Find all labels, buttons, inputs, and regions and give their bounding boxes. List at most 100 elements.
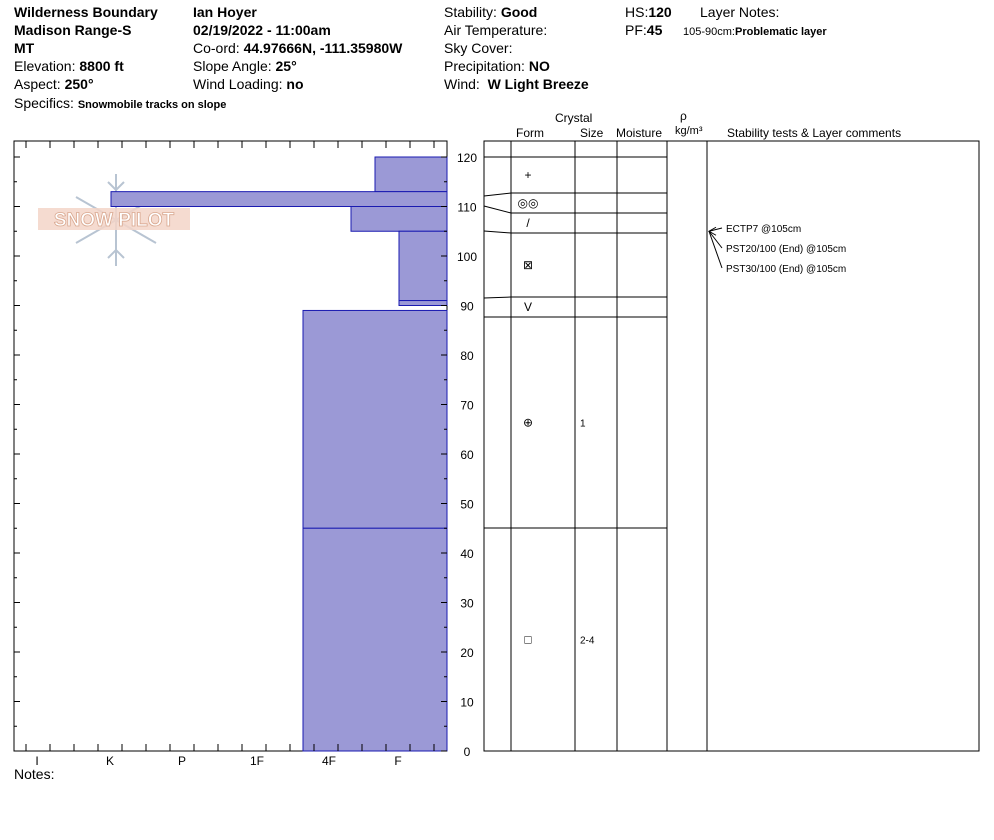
form-header: Form [516,126,544,140]
hardness-layer-3 [398,230,448,302]
grain-form-3: ⊠ [523,258,533,272]
depth-label-90: 90 [460,300,474,314]
coordinates: Co-ord: 44.97666N, -111.35980W [193,40,402,56]
precip-value: NO [528,58,550,74]
crystal-header: Crystal [555,111,593,125]
hardness-layer-1 [110,191,448,207]
depth-connector [483,205,512,214]
layer-note-range: 105-90cm: [683,26,735,38]
grain-form-4: V [524,300,532,314]
hardness-label-1F: 1F [250,754,264,768]
specifics: Specifics: Snowmobile tracks on slope [14,95,226,113]
layer-table-frame [483,140,980,752]
aspect-label: Aspect: [14,76,61,92]
grain-size-5: 1 [580,419,586,430]
layer-note: 105-90cm:Problematic layer [683,24,827,40]
precipitation: Precipitation: NO [444,58,550,74]
depth-label-60: 60 [460,448,474,462]
stability-test-pointer [708,230,723,249]
wind-loading-label: Wind Loading: [193,76,283,92]
pf-label: PF: [625,22,647,38]
stability-label: Stability: [444,4,497,20]
hardness-layer-4 [398,300,448,306]
location-name: Wilderness Boundary [14,4,158,20]
pf-value: 45 [646,22,663,38]
logo-text: SNOW PILOT [54,210,175,231]
depth-label-50: 50 [460,498,474,512]
wind: Wind: W Light Breeze [444,76,589,92]
wind-loading-value: no [286,76,304,92]
grain-form-1: ◎◎ [518,196,539,210]
stability-test-2: PST30/100 (End) @105cm [726,264,846,275]
penetration-foot: PF:45 [625,22,662,38]
hs-label: HS: [625,4,649,20]
range-name: Madison Range-S [14,22,132,38]
state-name: MT [14,40,35,56]
snow-height: HS:120 [625,4,672,20]
slope-value: 25° [275,58,297,74]
depth-connector [483,296,512,299]
slope-angle: Slope Angle: 25° [193,58,297,74]
layer-notes-label: Layer Notes: [700,4,780,20]
hs-value: 120 [648,4,672,20]
wind-loading: Wind Loading: no [193,76,304,92]
density-unit-header: kg/m³ [675,125,703,137]
elevation: Elevation: 8800 ft [14,58,124,74]
depth-connector [483,192,512,197]
depth-label-0: 0 [464,745,471,759]
air-temperature-label: Air Temperature: [444,22,548,38]
arrow-icon [707,226,717,236]
depth-label-80: 80 [460,349,474,363]
rho-header: ρ [680,109,687,123]
observer-name: Ian Hoyer [193,4,257,20]
stability-test-pointer [708,227,723,232]
depth-label-120: 120 [457,151,477,165]
observation-datetime: 02/19/2022 - 11:00am [193,22,331,38]
stability-value: Good [500,4,538,20]
slope-label: Slope Angle: [193,58,272,74]
depth-label-10: 10 [460,696,474,710]
coord-label: Co-ord: [193,40,240,56]
hardness-layer-2 [350,206,448,232]
hardness-layer-0 [374,156,448,193]
hardness-label-K: K [106,754,114,768]
depth-connector [483,230,512,234]
depth-label-70: 70 [460,399,474,413]
stability-test-1: PST20/100 (End) @105cm [726,244,846,255]
coord-value: 44.97666N, -111.35980W [243,40,403,56]
hardness-label-I: I [35,754,38,768]
stability-test-pointer [708,231,723,269]
moisture-header: Moisture [616,126,663,140]
hardness-label-4F: 4F [322,754,336,768]
hardness-layer-6 [302,527,448,752]
grain-form-5: ⊕ [523,416,533,430]
hardness-label-F: F [394,754,401,768]
layer-note-value: Problematic layer [734,26,827,38]
wind-value: W Light Breeze [487,76,589,92]
stability: Stability: Good [444,4,537,20]
depth-label-20: 20 [460,646,474,660]
specifics-value: Snowmobile tracks on slope [77,99,227,111]
depth-label-100: 100 [457,250,477,264]
grain-size-6: 2-4 [580,636,595,647]
stability-comments-header: Stability tests & Layer comments [727,126,902,140]
wind-label: Wind: [444,76,480,92]
sky-cover-label: Sky Cover: [444,40,513,56]
aspect: Aspect: 250° [14,76,94,92]
specifics-label: Specifics: [14,95,74,111]
depth-label-30: 30 [460,597,474,611]
elevation-label: Elevation: [14,58,76,74]
notes-label: Notes: [14,766,55,782]
grain-form-6: □ [524,633,531,647]
elevation-value: 8800 ft [79,58,124,74]
grain-form-2: / [526,216,530,230]
hardness-layer-5 [302,309,448,529]
precip-label: Precipitation: [444,58,525,74]
hardness-label-P: P [178,754,186,768]
grain-form-0: + [524,168,531,182]
stability-test-0: ECTP7 @105cm [726,224,801,235]
aspect-value: 250° [64,76,94,92]
depth-label-40: 40 [460,547,474,561]
size-header: Size [580,126,604,140]
